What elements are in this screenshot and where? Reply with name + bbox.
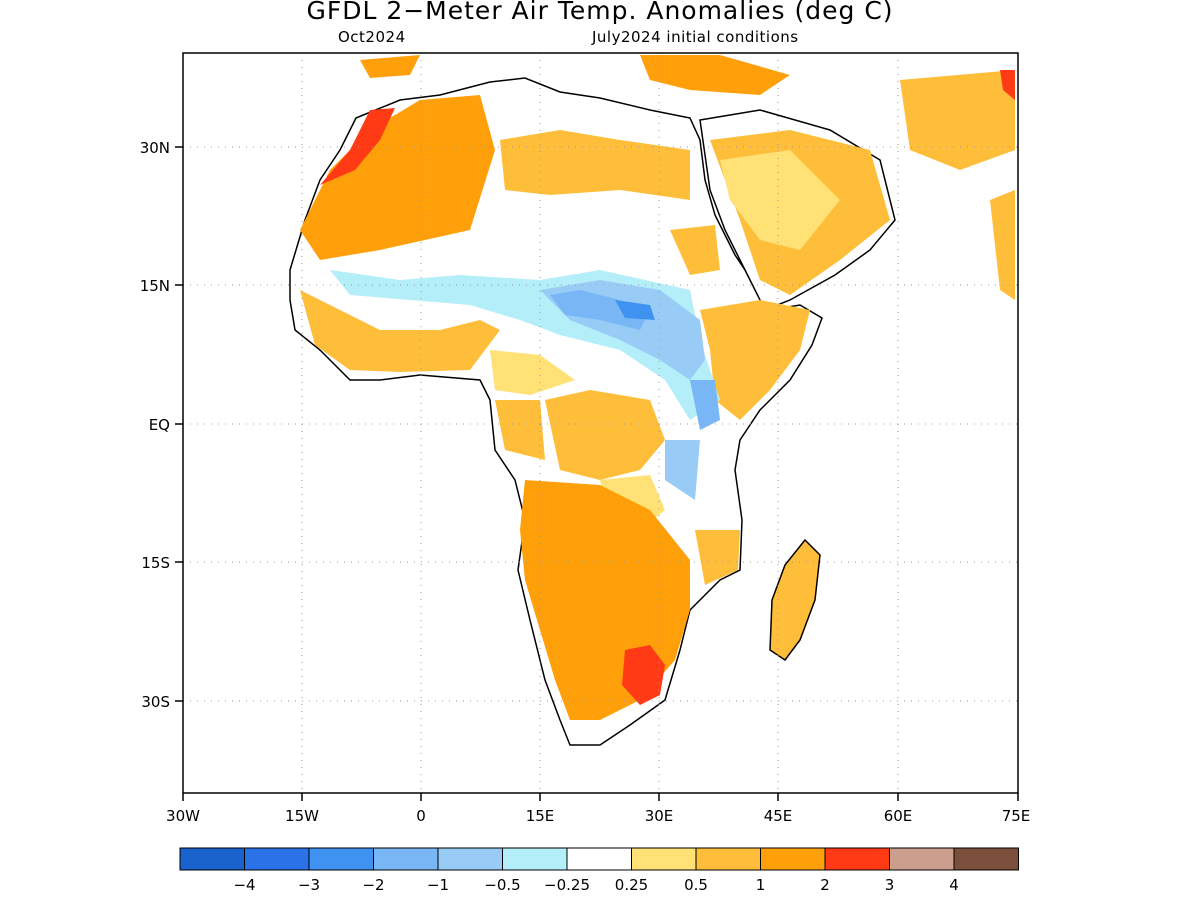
map-graticule — [183, 53, 1018, 793]
latitude-axis — [175, 146, 183, 702]
initial-conditions-label: July2024 initial conditions — [592, 28, 799, 46]
lat-tick-label: 30N — [140, 139, 170, 157]
lat-tick-label: 15N — [140, 277, 170, 295]
map-title: GFDL 2−Meter Air Temp. Anomalies (deg C) — [306, 0, 894, 25]
lon-tick-label: 15W — [285, 807, 319, 825]
map-plot-area — [183, 53, 1018, 793]
lon-tick-label: 60E — [884, 807, 913, 825]
forecast-month: Oct2024 — [338, 28, 406, 46]
longitude-axis — [182, 793, 1019, 801]
lat-tick-label: EQ — [149, 416, 170, 434]
map-frame — [182, 52, 1019, 794]
lon-tick-label: 0 — [416, 807, 426, 825]
lon-tick-label: 30W — [166, 807, 200, 825]
lon-tick-label: 45E — [764, 807, 793, 825]
madagascar-land — [769, 538, 821, 662]
lat-tick-label: 30S — [141, 693, 170, 711]
lon-tick-label: 30E — [645, 807, 674, 825]
anomaly-shading — [300, 55, 1015, 720]
lat-tick-label: 15S — [141, 554, 170, 572]
lon-tick-label: 75E — [1002, 807, 1031, 825]
lon-tick-label: 15E — [526, 807, 555, 825]
